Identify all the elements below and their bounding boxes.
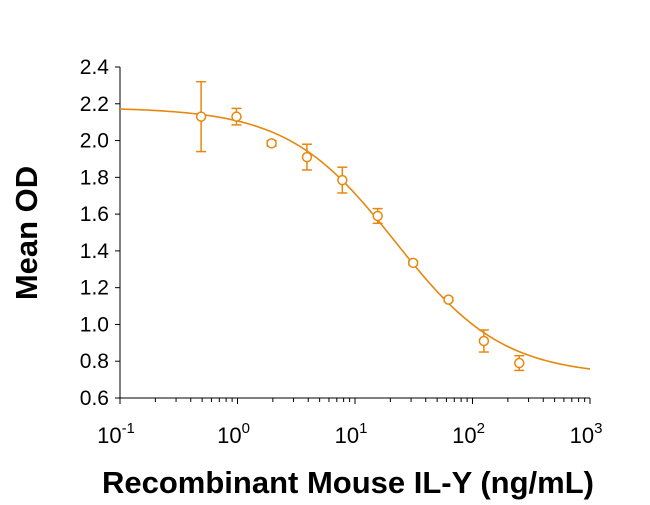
x-tick-label: 102 — [452, 420, 485, 448]
data-point-group — [301, 143, 313, 171]
y-tick-label: 1.4 — [80, 240, 110, 263]
data-point — [443, 294, 454, 305]
x-tick-label-base: 10 — [452, 423, 476, 448]
x-tick-label: 100 — [217, 420, 250, 448]
x-tick-label-exponent: 0 — [242, 420, 250, 437]
y-tick-label: 2.0 — [80, 130, 109, 153]
y-axis-title: Mean OD — [9, 166, 44, 300]
x-tick-label: 10-1 — [97, 420, 135, 448]
x-tick-label-base: 10 — [217, 423, 241, 448]
x-tick-label-exponent: 2 — [477, 420, 485, 437]
data-point — [195, 111, 207, 122]
x-tick-label-base: 10 — [335, 423, 359, 448]
data-point — [407, 257, 419, 269]
data-point-group — [514, 354, 525, 372]
y-tick-label: 2.4 — [80, 56, 110, 79]
data-point — [514, 357, 525, 369]
data-point — [337, 174, 348, 186]
data-point-group — [443, 294, 454, 305]
data-point-group — [231, 107, 242, 126]
data-point-group — [407, 257, 419, 269]
y-tick-label: 0.8 — [80, 350, 109, 373]
y-tick-label: 0.6 — [80, 387, 109, 410]
data-points — [195, 80, 525, 372]
y-tick-label: 1.8 — [80, 166, 109, 189]
data-point-group — [372, 207, 383, 225]
x-tick-label: 101 — [335, 420, 368, 448]
y-tick-label: 1.2 — [80, 277, 109, 300]
data-point-group — [337, 166, 348, 194]
data-point-group — [266, 138, 277, 149]
data-point — [478, 335, 490, 347]
fit-curve — [119, 108, 591, 370]
y-axis-ticks: 0.6 0.8 1.0 1.2 1.4 1.6 1.8 2.0 2.2 2.4 — [80, 56, 120, 410]
data-point-group — [478, 329, 490, 353]
x-axis-title: Recombinant Mouse IL-Y (ng/mL) — [102, 465, 594, 500]
data-point-group — [195, 80, 207, 153]
x-tick-label-exponent: 1 — [359, 420, 367, 437]
data-point — [231, 111, 242, 122]
x-tick-label-exponent: 3 — [594, 420, 602, 437]
x-axis-ticks: 10-1 100 101 102 103 — [97, 398, 602, 448]
x-tick-label-base: 10 — [97, 423, 121, 448]
data-point — [266, 138, 277, 149]
y-tick-label: 1.0 — [80, 313, 109, 336]
x-tick-label-exponent: -1 — [122, 420, 135, 437]
x-tick-label: 103 — [570, 420, 603, 448]
y-tick-label: 1.6 — [80, 203, 109, 226]
data-point — [301, 151, 313, 163]
data-point — [372, 210, 383, 222]
x-tick-label-base: 10 — [570, 423, 594, 448]
y-tick-label: 2.2 — [80, 93, 109, 116]
